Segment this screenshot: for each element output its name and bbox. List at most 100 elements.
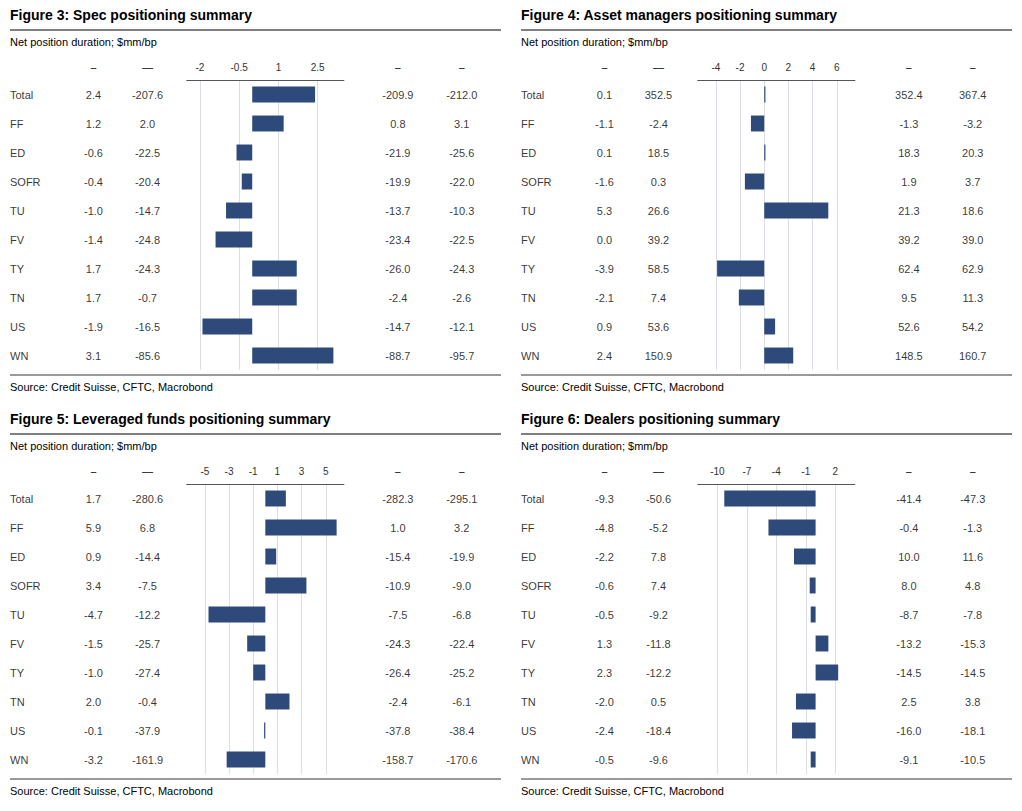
svg-text:0.5: 0.5 [651,696,666,708]
svg-text:-2.1: -2.1 [595,292,614,304]
svg-text:-14.5: -14.5 [896,667,921,679]
svg-text:Figure 5: Leveraged funds posi: Figure 5: Leveraged funds positioning su… [10,411,331,427]
svg-text:58.5: 58.5 [648,263,669,275]
svg-text:3.7: 3.7 [965,176,980,188]
svg-text:–: – [395,62,401,73]
svg-text:-1: -1 [801,466,810,477]
svg-text:Figure 4: Asset managers posit: Figure 4: Asset managers positioning sum… [521,7,837,23]
svg-text:-27.4: -27.4 [135,667,160,679]
svg-text:WN: WN [10,350,28,362]
svg-text:-15.3: -15.3 [960,638,985,650]
svg-text:SOFR: SOFR [521,580,552,592]
svg-text:-25.2: -25.2 [449,667,474,679]
svg-text:WN: WN [10,754,28,766]
svg-text:0: 0 [761,62,767,73]
svg-text:ED: ED [10,147,25,159]
svg-text:54.2: 54.2 [962,321,983,333]
svg-text:-7.8: -7.8 [963,609,982,621]
svg-text:FF: FF [521,522,535,534]
svg-text:2: 2 [832,466,838,477]
svg-text:-0.4: -0.4 [899,522,918,534]
svg-text:18.3: 18.3 [898,147,919,159]
svg-text:0.0: 0.0 [597,234,612,246]
svg-text:-2: -2 [195,62,204,73]
svg-text:62.4: 62.4 [898,263,919,275]
svg-text:-2.0: -2.0 [595,696,614,708]
svg-text:39.0: 39.0 [962,234,983,246]
svg-text:-2.4: -2.4 [388,292,407,304]
svg-text:-24.3: -24.3 [385,638,410,650]
svg-text:-295.1: -295.1 [446,493,477,505]
svg-text:7.4: 7.4 [651,580,666,592]
svg-text:160.7: 160.7 [959,350,987,362]
svg-text:-14.7: -14.7 [385,321,410,333]
svg-text:FV: FV [10,638,25,650]
svg-text:-1: -1 [249,466,258,477]
svg-text:-3.2: -3.2 [84,754,103,766]
svg-text:11.6: 11.6 [962,551,983,563]
svg-text:-282.3: -282.3 [382,493,413,505]
svg-text:-11.8: -11.8 [646,638,670,650]
svg-text:9.5: 9.5 [901,292,916,304]
svg-text:-1.0: -1.0 [84,205,103,217]
svg-text:-1.9: -1.9 [84,321,103,333]
svg-text:––: –– [653,62,665,73]
svg-text:-22.0: -22.0 [449,176,474,188]
svg-text:WN: WN [521,350,539,362]
svg-text:FV: FV [521,638,536,650]
svg-text:US: US [521,725,536,737]
svg-text:2.3: 2.3 [597,667,612,679]
svg-text:-158.7: -158.7 [382,754,413,766]
svg-text:-6.8: -6.8 [452,609,471,621]
svg-text:TU: TU [10,609,25,621]
svg-text:39.2: 39.2 [648,234,669,246]
svg-text:-0.1: -0.1 [84,725,103,737]
svg-text:2.0: 2.0 [140,118,155,130]
svg-text:ED: ED [521,551,536,563]
svg-text:Net position duration; $mm/bp: Net position duration; $mm/bp [10,440,157,452]
svg-text:367.4: 367.4 [959,89,987,101]
svg-text:-3.2: -3.2 [963,118,982,130]
svg-text:––: –– [142,62,154,73]
svg-text:–: – [395,466,401,477]
svg-text:-0.4: -0.4 [84,176,103,188]
svg-text:1: 1 [275,466,281,477]
svg-text:39.2: 39.2 [898,234,919,246]
svg-text:Source: Credit Suisse, CFTC, M: Source: Credit Suisse, CFTC, Macrobond [10,381,213,393]
svg-text:-0.6: -0.6 [595,580,614,592]
svg-text:-10.3: -10.3 [449,205,474,217]
svg-text:3.8: 3.8 [965,696,980,708]
svg-text:-4: -4 [711,62,720,73]
svg-text:-7: -7 [742,466,751,477]
svg-text:-25.6: -25.6 [449,147,474,159]
svg-text:1.7: 1.7 [86,263,101,275]
svg-text:-14.4: -14.4 [135,551,160,563]
svg-text:-18.1: -18.1 [960,725,985,737]
svg-text:1.7: 1.7 [86,493,101,505]
svg-text:10.0: 10.0 [898,551,919,563]
svg-text:4: 4 [810,62,816,73]
svg-text:-1.4: -1.4 [84,234,103,246]
svg-text:-1.6: -1.6 [595,176,614,188]
svg-text:1: 1 [276,62,282,73]
svg-text:3.2: 3.2 [454,522,469,534]
svg-text:2: 2 [786,62,792,73]
svg-text:FF: FF [10,522,24,534]
svg-text:-212.0: -212.0 [446,89,477,101]
svg-text:-4.8: -4.8 [595,522,614,534]
svg-text:-0.5: -0.5 [595,754,614,766]
svg-text:FF: FF [521,118,535,130]
svg-text:-22.4: -22.4 [449,638,474,650]
svg-text:-10.5: -10.5 [960,754,985,766]
svg-text:-207.6: -207.6 [132,89,163,101]
svg-text:0.9: 0.9 [597,321,612,333]
svg-text:3.1: 3.1 [454,118,469,130]
svg-text:3.1: 3.1 [86,350,101,362]
svg-text:-25.7: -25.7 [135,638,160,650]
svg-text:-170.6: -170.6 [446,754,477,766]
svg-text:-21.9: -21.9 [385,147,410,159]
svg-text:-161.9: -161.9 [132,754,163,766]
svg-text:-0.7: -0.7 [138,292,157,304]
svg-text:-50.6: -50.6 [646,493,671,505]
svg-text:US: US [521,321,536,333]
